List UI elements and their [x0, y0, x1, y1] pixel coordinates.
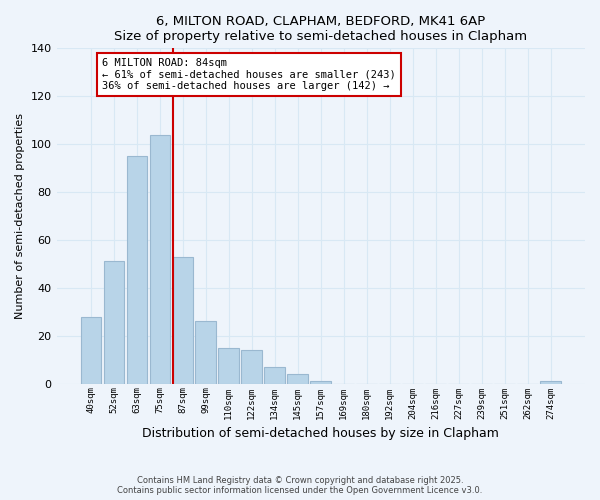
- Text: 6 MILTON ROAD: 84sqm
← 61% of semi-detached houses are smaller (243)
36% of semi: 6 MILTON ROAD: 84sqm ← 61% of semi-detac…: [103, 58, 396, 91]
- Title: 6, MILTON ROAD, CLAPHAM, BEDFORD, MK41 6AP
Size of property relative to semi-det: 6, MILTON ROAD, CLAPHAM, BEDFORD, MK41 6…: [114, 15, 527, 43]
- Bar: [287, 374, 308, 384]
- Bar: [218, 348, 239, 384]
- Bar: [265, 367, 285, 384]
- Text: Contains HM Land Registry data © Crown copyright and database right 2025.
Contai: Contains HM Land Registry data © Crown c…: [118, 476, 482, 495]
- Y-axis label: Number of semi-detached properties: Number of semi-detached properties: [15, 113, 25, 319]
- Bar: [196, 322, 216, 384]
- Bar: [310, 381, 331, 384]
- Bar: [173, 256, 193, 384]
- Bar: [104, 262, 124, 384]
- Bar: [80, 316, 101, 384]
- Bar: [540, 381, 561, 384]
- Bar: [241, 350, 262, 384]
- X-axis label: Distribution of semi-detached houses by size in Clapham: Distribution of semi-detached houses by …: [142, 427, 499, 440]
- Bar: [149, 134, 170, 384]
- Bar: [127, 156, 147, 384]
